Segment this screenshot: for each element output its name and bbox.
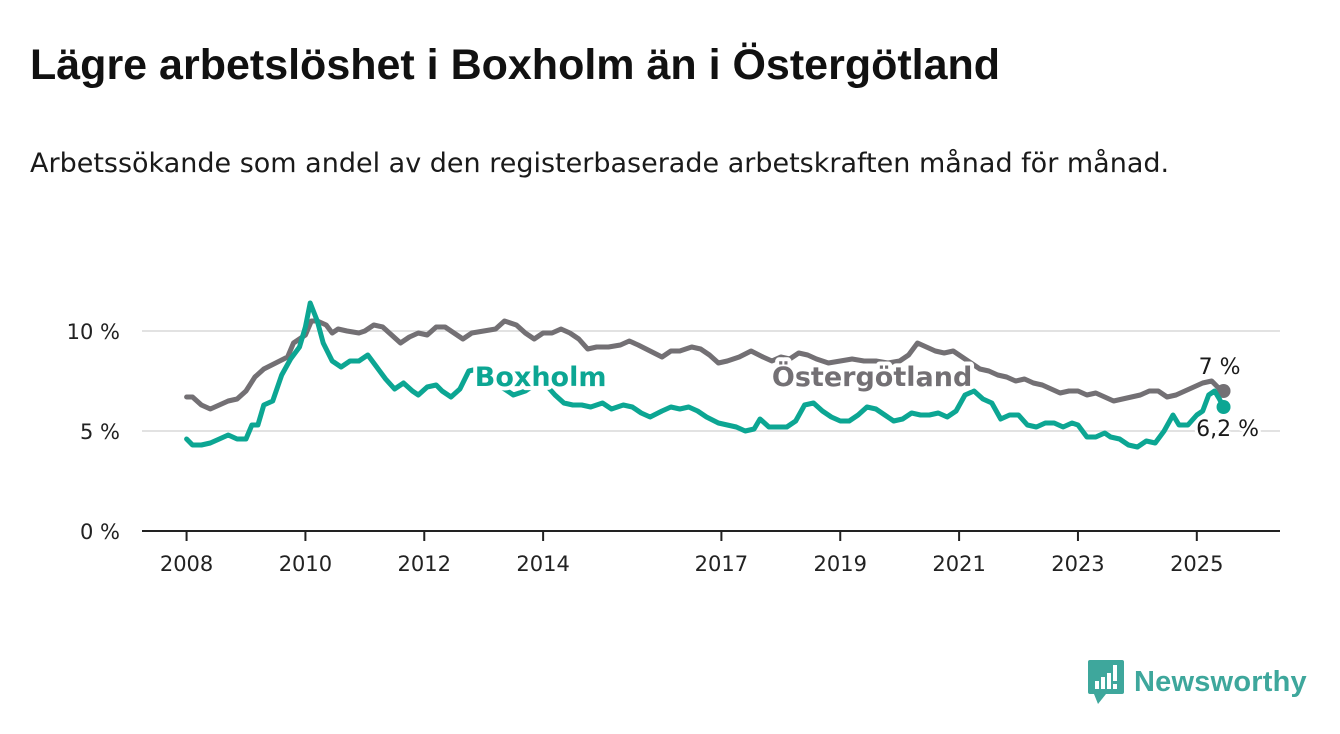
series-end-point-boxholm (1216, 400, 1231, 414)
x-tick-label: 2014 (516, 552, 569, 576)
end-value-label-boxholm: 6,2 % (1196, 417, 1259, 442)
series-line-östergötland (184, 318, 1226, 412)
chart-title: Lägre arbetslöshet i Boxholm än i Österg… (30, 41, 1001, 89)
axes: 0 % 5 % 10 % 2008 2010 2012 2014 2017 2019 2021 20… (67, 320, 1280, 576)
brand-name: Newsworthy (1134, 665, 1307, 698)
y-tick-label: 10 % (67, 320, 120, 344)
x-tick-label: 2019 (814, 552, 867, 576)
series-labels: Östergötland Boxholm 7 % 6,2 % (471, 352, 1262, 445)
x-tick-label: 2008 (160, 552, 213, 576)
newsworthy-logo-icon (1088, 660, 1124, 704)
newsworthy-logo: Newsworthy (1088, 660, 1307, 704)
x-tick-label: 2012 (398, 552, 451, 576)
x-tick-label: 2023 (1051, 552, 1104, 576)
series-label-östergötland: Östergötland (772, 360, 972, 393)
series-line-boxholm (184, 300, 1226, 450)
x-tick-label: 2017 (695, 552, 748, 576)
series-label-boxholm: Boxholm (475, 362, 607, 393)
series-lines (184, 300, 1231, 450)
chart-subtitle: Arbetssökande som andel av den registerb… (30, 148, 1170, 179)
x-tick-label: 2025 (1170, 552, 1223, 576)
x-tick-label: 2010 (279, 552, 332, 576)
gridlines (142, 330, 1280, 432)
x-tick-label: 2021 (932, 552, 985, 576)
end-value-label-östergötland: 7 % (1199, 355, 1241, 380)
y-tick-label: 0 % (80, 520, 120, 544)
series-end-point-östergötland (1216, 384, 1231, 398)
y-tick-label: 5 % (80, 420, 120, 444)
